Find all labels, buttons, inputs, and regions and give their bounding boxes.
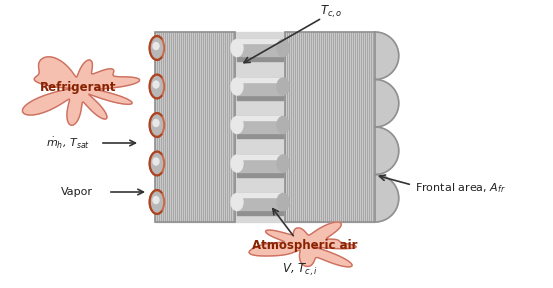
Ellipse shape xyxy=(153,120,159,126)
Bar xyxy=(155,32,235,222)
Ellipse shape xyxy=(231,155,243,172)
Bar xyxy=(237,119,283,138)
Bar xyxy=(237,196,283,215)
Bar xyxy=(237,39,283,43)
Bar xyxy=(237,116,283,120)
Bar xyxy=(237,158,283,177)
Ellipse shape xyxy=(277,117,289,134)
Polygon shape xyxy=(23,57,139,125)
Ellipse shape xyxy=(152,115,163,135)
Bar xyxy=(237,193,283,197)
Bar xyxy=(237,42,283,61)
Bar xyxy=(237,77,283,82)
Ellipse shape xyxy=(153,196,159,204)
Bar xyxy=(285,32,375,222)
Bar xyxy=(237,116,283,133)
Bar xyxy=(285,32,375,222)
Bar xyxy=(237,193,283,210)
Text: $V$, $T_{c,i}$: $V$, $T_{c,i}$ xyxy=(282,262,318,278)
Polygon shape xyxy=(375,127,399,175)
Polygon shape xyxy=(249,222,356,267)
Bar xyxy=(237,154,283,171)
Ellipse shape xyxy=(153,43,159,50)
Ellipse shape xyxy=(152,77,163,96)
Ellipse shape xyxy=(153,81,159,88)
Bar xyxy=(155,32,235,222)
Ellipse shape xyxy=(153,158,159,165)
Ellipse shape xyxy=(149,75,164,98)
Ellipse shape xyxy=(231,194,243,211)
Text: Frontal area, $A_{fr}$: Frontal area, $A_{fr}$ xyxy=(415,181,505,195)
Ellipse shape xyxy=(149,190,164,214)
Ellipse shape xyxy=(231,78,243,95)
Bar xyxy=(237,39,283,56)
Text: Vapor: Vapor xyxy=(61,187,93,197)
Ellipse shape xyxy=(231,117,243,134)
Ellipse shape xyxy=(149,36,164,60)
Bar xyxy=(237,77,283,94)
Bar xyxy=(235,32,285,222)
Ellipse shape xyxy=(231,39,243,56)
Ellipse shape xyxy=(277,155,289,172)
Text: Refrigerant: Refrigerant xyxy=(40,82,116,94)
Ellipse shape xyxy=(277,78,289,95)
Text: Atmospheric air: Atmospheric air xyxy=(252,240,358,253)
Polygon shape xyxy=(375,79,399,127)
Ellipse shape xyxy=(152,38,163,58)
Polygon shape xyxy=(375,175,399,222)
Bar xyxy=(237,81,283,99)
Polygon shape xyxy=(375,32,399,79)
Ellipse shape xyxy=(277,39,289,56)
Ellipse shape xyxy=(149,151,164,175)
Ellipse shape xyxy=(152,154,163,173)
Bar xyxy=(237,154,283,158)
Text: $T_{c,o}$: $T_{c,o}$ xyxy=(320,4,343,20)
Text: $\dot{m}_h$, $T_{sat}$: $\dot{m}_h$, $T_{sat}$ xyxy=(46,135,90,151)
Ellipse shape xyxy=(152,192,163,212)
Ellipse shape xyxy=(149,113,164,137)
Ellipse shape xyxy=(277,194,289,211)
